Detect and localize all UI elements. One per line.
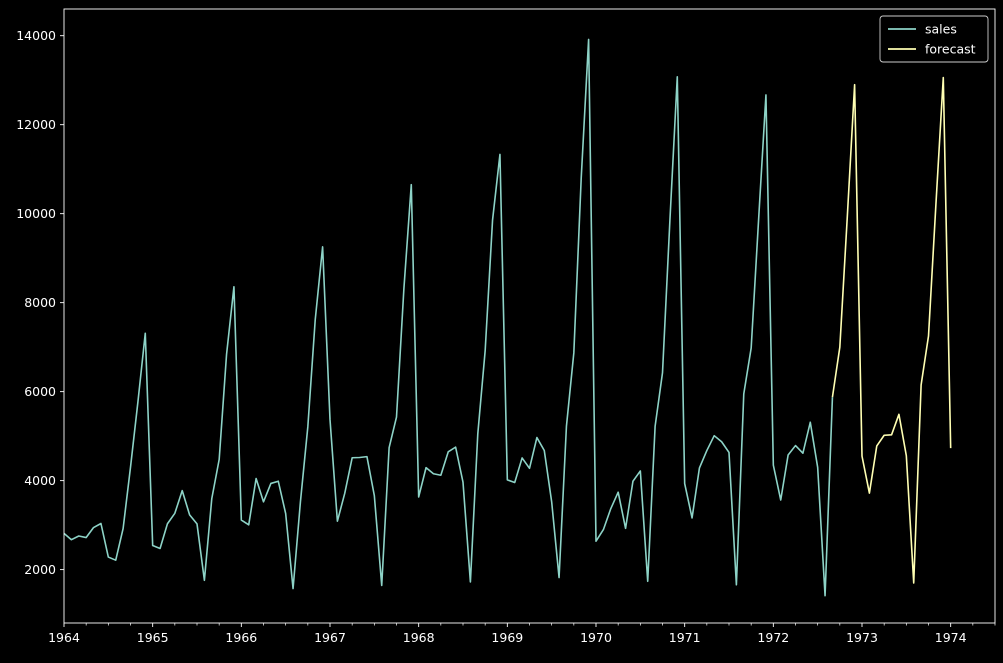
y-tick-label: 8000 [24,295,56,310]
x-tick-label: 1972 [757,630,789,645]
x-tick-label: 1967 [314,630,346,645]
x-tick-label: 1973 [846,630,878,645]
legend: sales forecast [879,15,989,63]
x-tick-label: 1971 [669,630,701,645]
x-tick-label: 1964 [48,630,80,645]
series-line-sales [63,38,834,597]
legend-label-sales: sales [925,22,957,37]
x-tick-label: 1969 [491,630,523,645]
legend-label-forecast: forecast [925,42,976,57]
series-line-forecast [831,76,952,584]
x-tick-label: 1970 [580,630,612,645]
x-tick-label: 1965 [137,630,169,645]
legend-box [879,15,989,63]
y-tick-label: 14000 [16,28,56,43]
y-tick-label: 2000 [24,562,56,577]
x-tick-label: 1968 [403,630,435,645]
x-tick-label: 1966 [225,630,257,645]
y-tick-label: 6000 [24,384,56,399]
y-tick-label: 10000 [16,206,56,221]
axes: 1964 1965 1966 1967 1968 1969 1970 1971 1972 1973… [16,8,996,645]
x-tick-label: 1974 [935,630,967,645]
y-tick-label: 4000 [24,473,56,488]
y-tick-label: 12000 [16,117,56,132]
plot-area [63,38,952,597]
